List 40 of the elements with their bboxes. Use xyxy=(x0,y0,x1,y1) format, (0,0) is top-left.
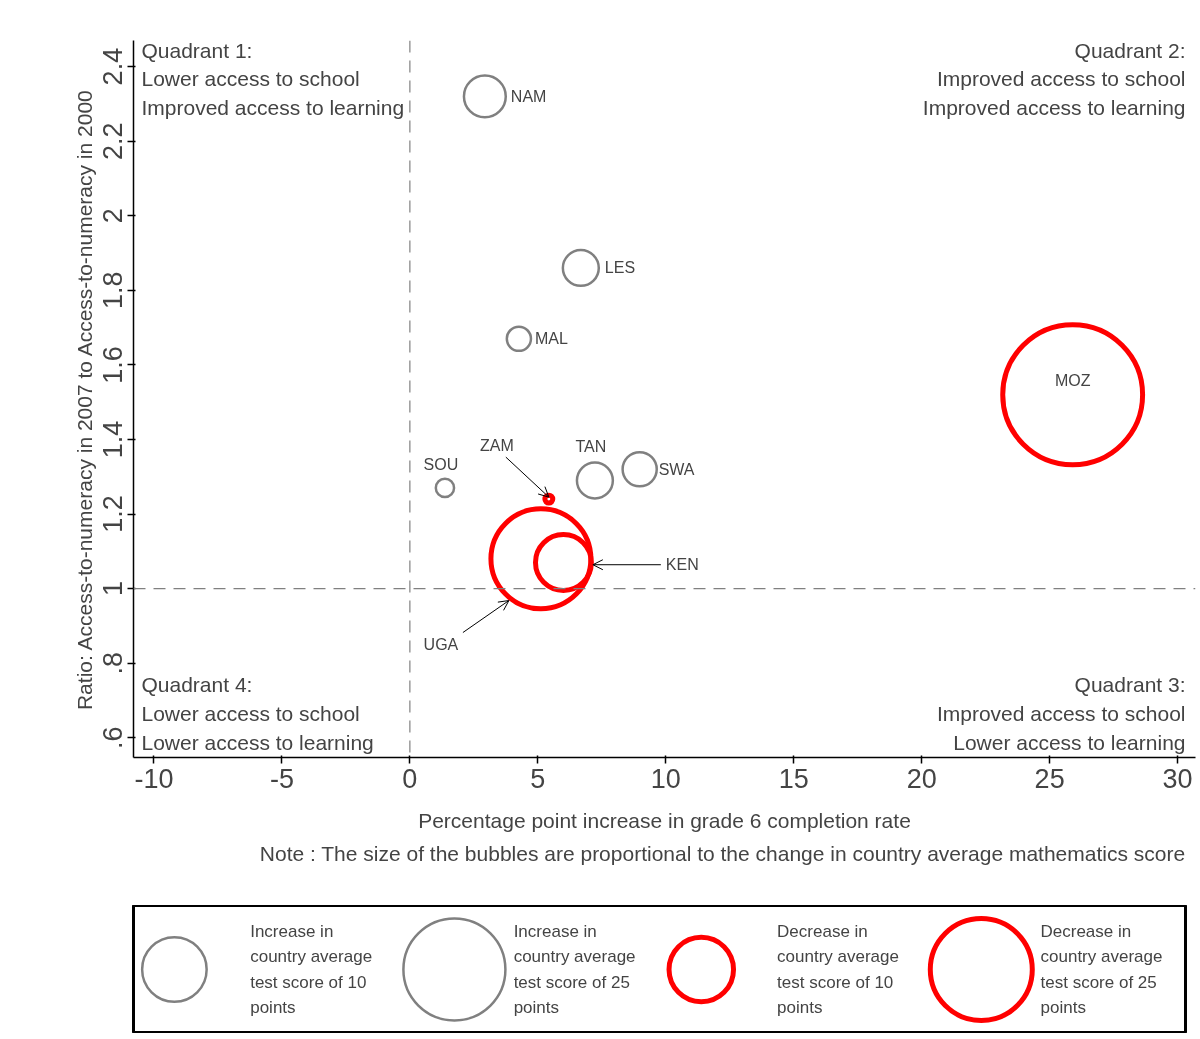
legend-label: Decrease in country average test score of 10 points xyxy=(777,921,899,1018)
annotation: Quadrant 3: Improved access to school Lower access to learning xyxy=(936,673,1186,754)
y-tick-label: 2 xyxy=(98,208,129,224)
y-tick-label: 1 xyxy=(98,581,129,597)
x-tick-label: 5 xyxy=(530,763,546,794)
x-tick-label: 15 xyxy=(778,763,809,794)
legend-label: Decrease in country average test score of 25 points xyxy=(1040,921,1163,1018)
legend-label: Increase in country average test score of 25 points xyxy=(513,921,636,1018)
x-axis-title: Percentage point increase in grade 6 completion rate xyxy=(418,808,911,832)
y-tick-label: 2.2 xyxy=(98,122,129,160)
text: Note : The size of the bubbles are proportional to the change in country average mathematics score xyxy=(259,841,1186,865)
y-axis-title: Ratio: Access-to-numeracy in 2007 to Access-to-numeracy in 2000 xyxy=(72,90,96,711)
annotation: KEN xyxy=(665,556,699,574)
annotation: ZAM xyxy=(479,436,514,454)
annotation: SOU xyxy=(423,456,459,474)
x-tick-label: 0 xyxy=(402,763,418,794)
y-tick-label: 1.4 xyxy=(98,420,129,459)
legend-label: Increase in country average test score of 10 points xyxy=(250,921,373,1018)
y-tick-label: .8 xyxy=(98,651,129,675)
x-tick-label: 25 xyxy=(1034,763,1065,794)
x-tick-label: 30 xyxy=(1162,763,1193,794)
y-tick-label: .6 xyxy=(98,726,129,749)
annotation: NAM xyxy=(510,87,547,105)
x-tick-label: -10 xyxy=(134,763,174,794)
annotation: MOZ xyxy=(1054,372,1091,390)
annotation: LES xyxy=(604,259,636,277)
x-tick-label: 10 xyxy=(650,763,681,794)
annotation: Quadrant 2: Improved access to school Improved access to learning xyxy=(922,38,1186,119)
annotation: MAL xyxy=(534,330,568,348)
annotation: Quadrant 4: Lower access to school Lower access to learning xyxy=(141,673,374,754)
annotation: TAN xyxy=(575,437,607,455)
x-tick-label: 20 xyxy=(906,763,937,794)
y-tick-label: 2.4 xyxy=(98,47,129,86)
annotation: SWA xyxy=(658,460,695,478)
x-tick-label: -5 xyxy=(269,763,294,794)
y-tick-label: 1.6 xyxy=(98,346,129,384)
y-tick-label: 1.2 xyxy=(98,495,129,533)
annotation: Quadrant 1: Lower access to school Improved access to learning xyxy=(141,38,405,119)
annotation: UGA xyxy=(423,636,459,654)
y-tick-label: 1.8 xyxy=(98,271,129,310)
